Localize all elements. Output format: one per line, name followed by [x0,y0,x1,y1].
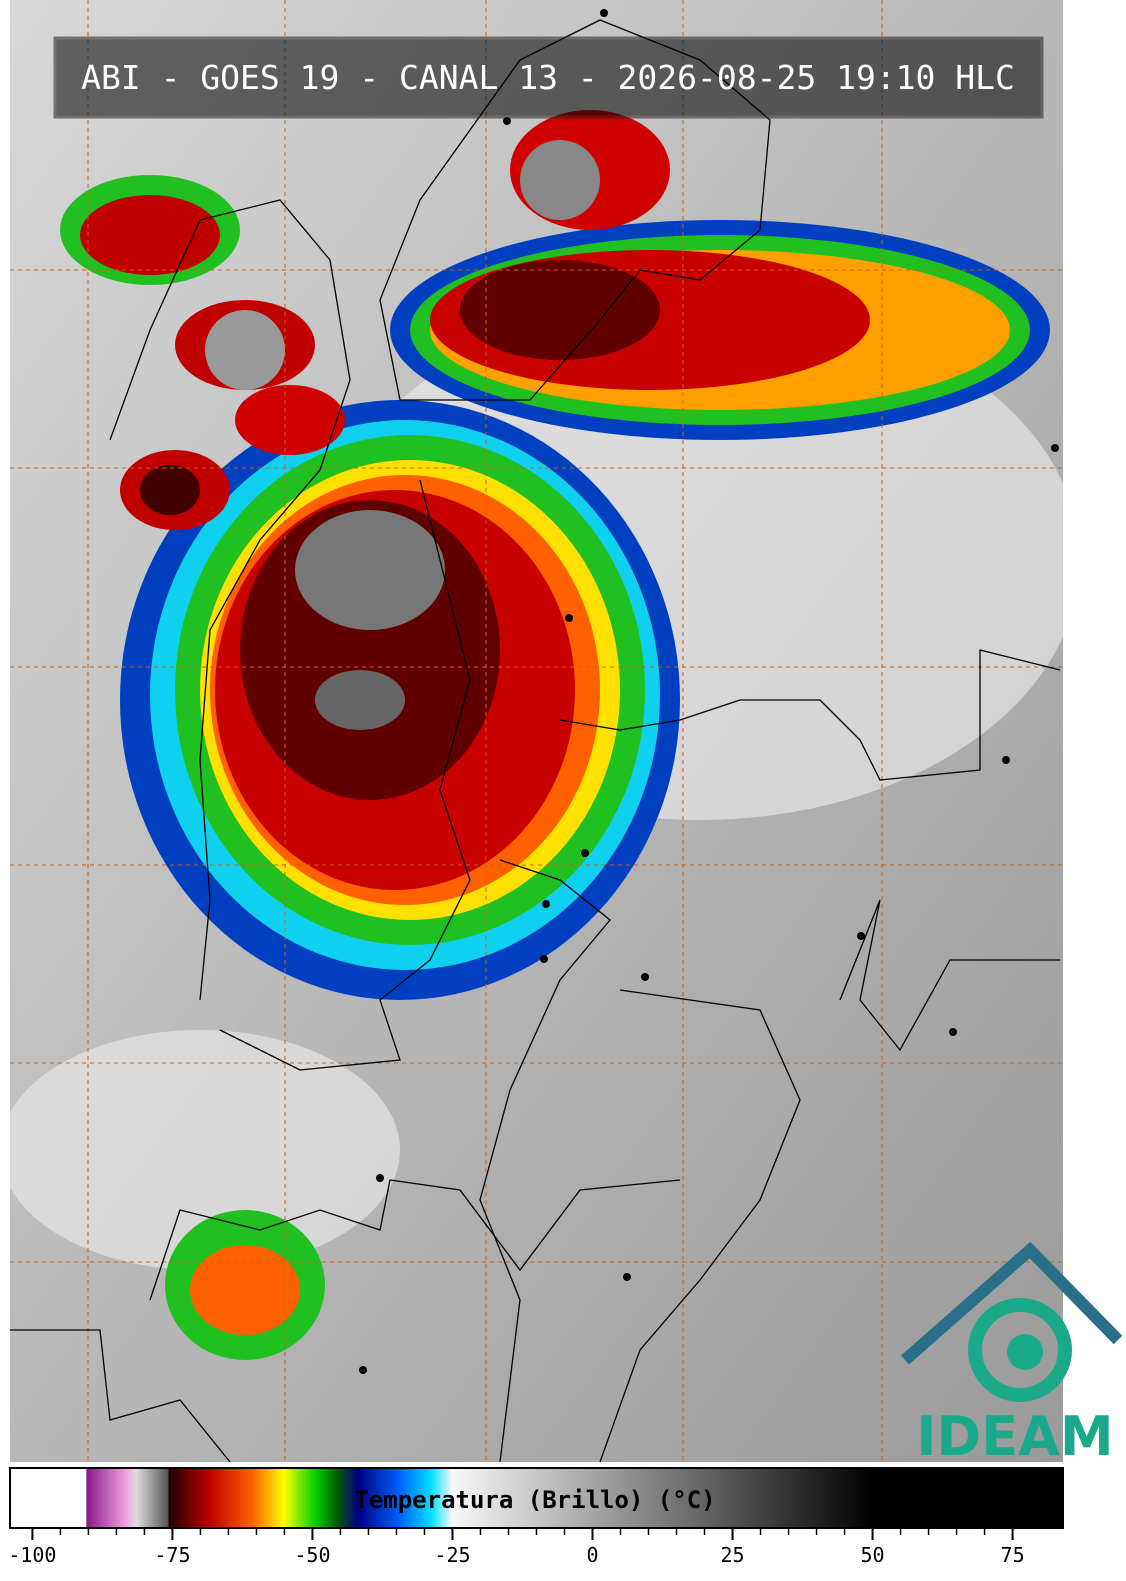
title-box [53,36,1044,119]
logo-pupil [1007,1334,1043,1370]
tick-label: -100 [8,1543,56,1567]
borders [10,19,1061,1462]
tick-label: -50 [294,1543,330,1567]
tick-label: 0 [586,1543,598,1567]
tick-label: -75 [154,1543,190,1567]
imagery [10,0,1063,1462]
colorbar-label: Temperatura (Brillo) (°C) [354,1486,715,1514]
graticule [10,0,1063,1462]
tick-label: 25 [720,1543,744,1567]
cities [359,9,1059,1374]
tick-label: -25 [434,1543,470,1567]
tick-label: 50 [861,1543,885,1567]
logo: IDEAM [901,1241,1123,1468]
title: ABI - GOES 19 - CANAL 13 - 2026-08-25 19… [81,58,1015,97]
logo-text: IDEAM [916,1405,1113,1468]
tick-label: 75 [1001,1543,1025,1567]
logo-eye [968,1298,1072,1402]
logo-roof [901,1241,1123,1365]
